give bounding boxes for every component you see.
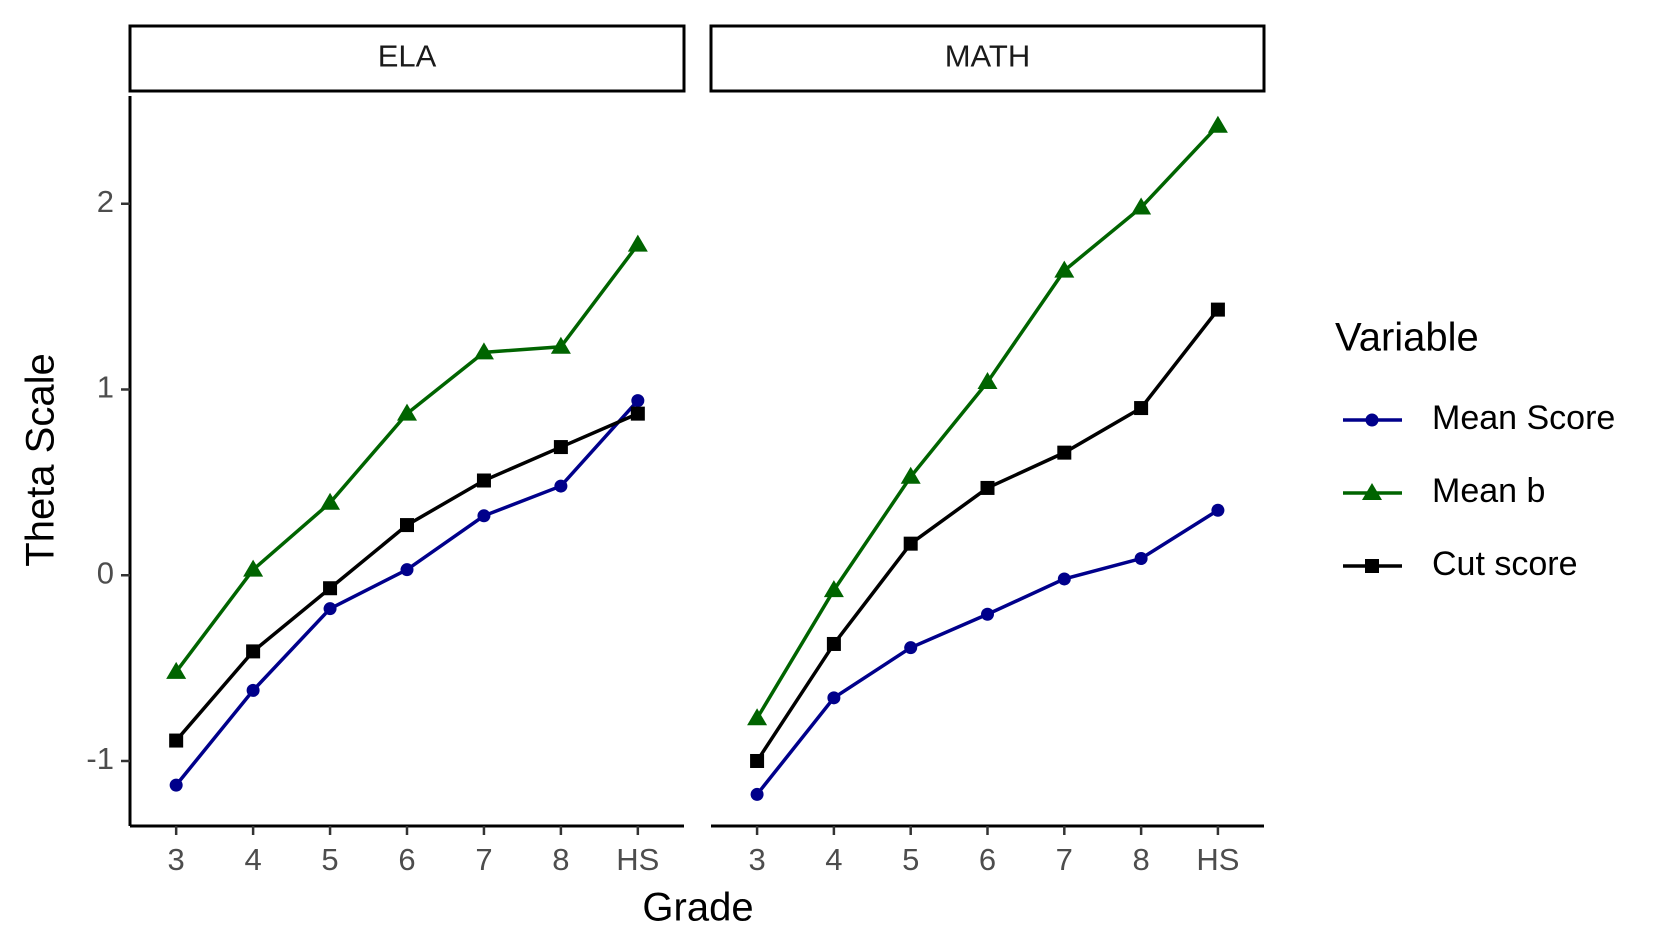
point xyxy=(630,406,645,421)
x-tick-label: HS xyxy=(1196,842,1239,877)
point xyxy=(1207,115,1228,133)
y-tick-label: 0 xyxy=(97,555,114,590)
point xyxy=(823,580,844,598)
point xyxy=(1057,572,1071,586)
x-tick-label: 6 xyxy=(398,842,415,877)
point xyxy=(473,342,494,360)
x-tick-label: 7 xyxy=(1056,842,1073,877)
x-tick-label: 3 xyxy=(168,842,185,877)
point xyxy=(981,607,994,621)
point xyxy=(1131,197,1152,215)
x-tick-label: 4 xyxy=(244,842,261,877)
point xyxy=(246,683,260,697)
point xyxy=(631,394,645,408)
point xyxy=(550,336,571,354)
point xyxy=(1057,445,1072,460)
x-axis-title: Grade xyxy=(642,886,753,930)
strip xyxy=(709,24,1266,93)
x-tick-label: 8 xyxy=(552,842,569,877)
point xyxy=(476,473,491,488)
point xyxy=(169,778,183,792)
legend-label: Cut score xyxy=(1432,545,1578,583)
point xyxy=(1211,503,1225,517)
strip xyxy=(128,24,686,93)
point xyxy=(169,733,184,748)
point xyxy=(553,440,568,455)
point xyxy=(400,518,414,533)
x-tick-label: 3 xyxy=(748,842,765,877)
point xyxy=(323,581,338,596)
point xyxy=(747,708,768,726)
point xyxy=(1134,401,1149,416)
point xyxy=(166,661,187,679)
series-line xyxy=(174,243,640,673)
point xyxy=(400,563,414,577)
y-axis-title: Theta Scale xyxy=(19,353,63,566)
point xyxy=(246,644,261,659)
point xyxy=(243,559,264,577)
legend-marker xyxy=(1365,559,1379,573)
x-tick-label: 7 xyxy=(475,842,492,877)
y-tick-label: -1 xyxy=(86,741,114,776)
legend-marker xyxy=(1365,413,1379,427)
point xyxy=(477,509,491,523)
point xyxy=(320,492,341,510)
point xyxy=(397,403,417,421)
series-line xyxy=(755,124,1220,720)
legend-marker xyxy=(1362,483,1382,500)
legend-label: Mean Score xyxy=(1432,399,1615,437)
point xyxy=(750,787,764,801)
point xyxy=(1054,260,1075,278)
point xyxy=(903,536,918,551)
x-tick-label: 5 xyxy=(902,842,919,877)
x-tick-label: 4 xyxy=(825,842,842,877)
x-tick-label: HS xyxy=(616,842,659,877)
point xyxy=(977,372,998,390)
point xyxy=(323,602,337,616)
series-line xyxy=(174,399,640,787)
point xyxy=(826,636,841,651)
point xyxy=(904,641,918,655)
point xyxy=(554,479,568,493)
x-tick-label: 5 xyxy=(321,842,338,877)
legend-title: Variable xyxy=(1335,316,1479,360)
point xyxy=(827,691,841,705)
strip-label: ELA xyxy=(378,39,437,74)
series-line xyxy=(755,508,1219,796)
y-tick-label: 2 xyxy=(97,184,114,219)
point xyxy=(627,234,648,252)
x-tick-label: 8 xyxy=(1132,842,1149,877)
point xyxy=(750,753,765,768)
point xyxy=(900,466,921,484)
x-tick-label: 6 xyxy=(979,842,996,877)
point xyxy=(1134,552,1148,566)
strip-label: MATH xyxy=(945,39,1031,74)
point xyxy=(1210,302,1225,317)
point xyxy=(980,480,995,495)
legend-label: Mean b xyxy=(1432,472,1545,510)
y-tick-label: 1 xyxy=(97,370,114,405)
